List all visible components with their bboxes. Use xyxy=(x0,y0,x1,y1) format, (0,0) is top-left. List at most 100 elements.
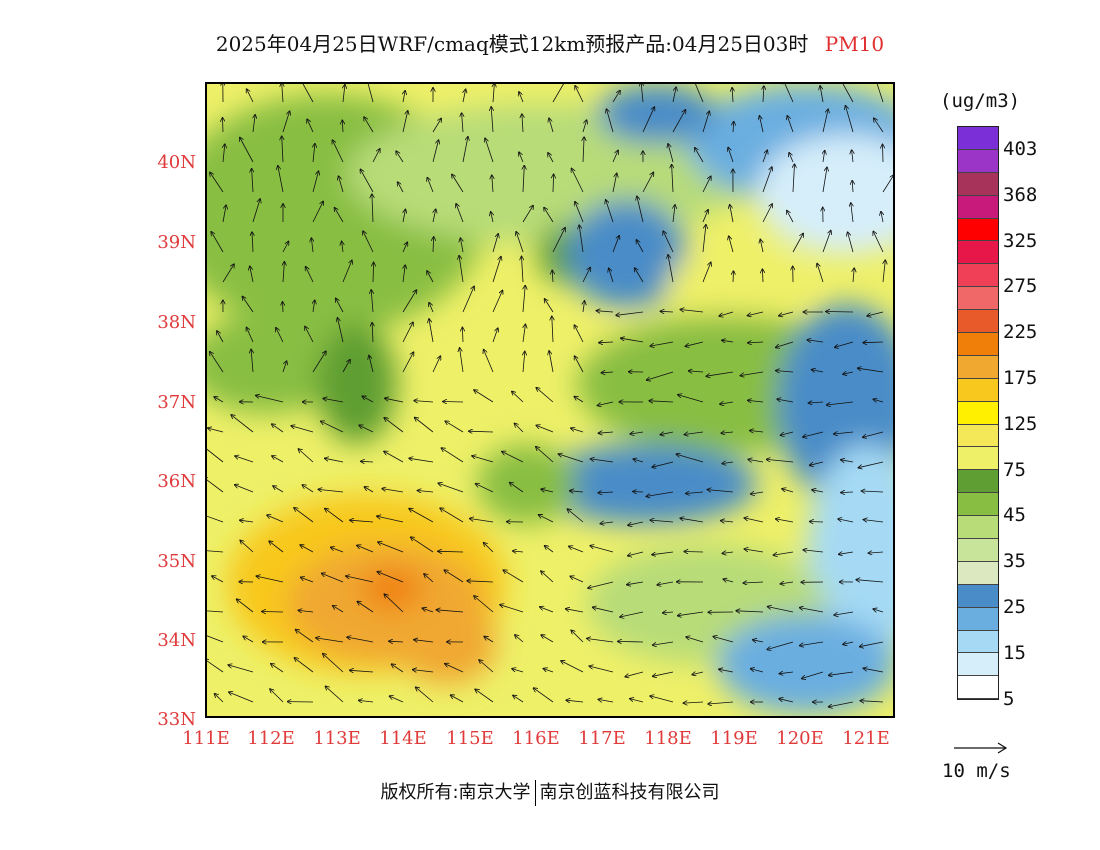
wind-vector xyxy=(686,637,704,643)
wind-vector xyxy=(612,150,618,163)
wind-vector xyxy=(633,459,644,462)
lon-label-112: 112E xyxy=(247,728,295,749)
wind-vector xyxy=(598,699,614,702)
wind-vector xyxy=(834,611,854,615)
wind-vector xyxy=(783,84,794,103)
wind-vector xyxy=(695,148,704,163)
lat-label-34: 34N xyxy=(157,630,196,651)
wind-vector xyxy=(575,86,584,103)
wind-vector xyxy=(207,448,224,463)
wind-vector xyxy=(217,331,224,343)
wind-vector xyxy=(223,118,224,133)
wind-vector xyxy=(864,520,884,522)
wind-vector xyxy=(621,338,644,343)
wind-vector xyxy=(733,271,734,283)
wind-vector xyxy=(652,551,674,555)
wind-vector xyxy=(672,87,676,103)
wind-vector xyxy=(313,300,315,313)
wind-vector xyxy=(402,352,414,373)
wind-vector xyxy=(402,111,408,133)
wind-vector xyxy=(433,209,436,223)
wind-vector xyxy=(256,396,284,403)
wind-vector xyxy=(810,522,824,523)
wind-vector xyxy=(273,486,284,493)
wind-vector xyxy=(628,521,644,525)
wind-vector xyxy=(282,136,283,163)
wind-vector xyxy=(333,606,344,613)
wind-vector xyxy=(445,421,464,433)
wind-vector xyxy=(601,372,614,373)
legend-swatch xyxy=(958,607,998,631)
wind-vector xyxy=(373,263,374,283)
wind-vector xyxy=(322,573,344,583)
wind-vector xyxy=(598,492,614,493)
wind-vector xyxy=(607,109,614,133)
wind-vector xyxy=(342,242,343,253)
wind-vector xyxy=(372,149,380,163)
wind-vector xyxy=(305,327,314,343)
wind-vector xyxy=(363,231,374,253)
legend-tick-label: 25 xyxy=(1003,595,1026,618)
wind-vector xyxy=(843,372,854,374)
wind-vector xyxy=(863,431,884,437)
wind-vector xyxy=(707,490,734,493)
lon-label-113: 113E xyxy=(313,728,361,749)
wind-vector xyxy=(779,699,794,703)
wind-vector xyxy=(372,323,373,343)
wind-vector xyxy=(472,456,494,463)
wind-vector xyxy=(663,612,674,613)
wind-vector xyxy=(596,311,614,312)
legend-swatch xyxy=(958,310,998,334)
wind-vector xyxy=(858,461,884,468)
legend-unit: (ug/m3) xyxy=(940,90,1021,112)
legend-swatch xyxy=(958,516,998,540)
wind-vector xyxy=(502,452,524,463)
wind-vector xyxy=(414,640,434,642)
wind-vector xyxy=(207,550,224,553)
lon-label-111: 111E xyxy=(182,728,230,749)
lon-label-117: 117E xyxy=(578,728,626,749)
wind-vector xyxy=(760,239,763,253)
legend-swatch xyxy=(958,287,998,311)
wind-vector xyxy=(427,178,434,193)
wind-vector xyxy=(873,609,884,612)
wind-vector xyxy=(653,671,674,676)
wind-vector xyxy=(776,371,794,372)
wind-vector xyxy=(787,211,794,223)
wind-vector xyxy=(415,418,434,433)
wind-vector xyxy=(382,489,404,493)
wind-vector xyxy=(403,91,405,103)
wind-vector xyxy=(223,144,225,163)
wind-vector xyxy=(702,225,706,253)
wind-vector xyxy=(222,264,234,283)
wind-vector xyxy=(384,451,404,463)
wind-vector xyxy=(515,635,524,643)
legend-swatch xyxy=(958,355,998,379)
wind-vector xyxy=(650,520,674,522)
wind-vector xyxy=(606,200,614,223)
wind-vector xyxy=(460,348,464,373)
wind-vector xyxy=(853,268,854,283)
wind-vector xyxy=(433,237,434,253)
wind-vector xyxy=(810,461,824,465)
wind-vector xyxy=(325,458,344,463)
wind-vector xyxy=(781,431,794,435)
wind-vector xyxy=(474,390,494,403)
wind-vector xyxy=(276,328,284,343)
wind-vector xyxy=(207,659,224,673)
wind-vector xyxy=(409,458,434,463)
wind-vector xyxy=(593,607,614,613)
wind-vector xyxy=(359,700,374,702)
legend-swatch xyxy=(958,561,998,585)
wind-vector xyxy=(574,397,584,403)
wind-vector xyxy=(680,310,704,313)
wind-vector xyxy=(519,92,524,103)
wind-vector xyxy=(332,140,344,163)
wind-vector xyxy=(512,391,524,403)
wind-vector xyxy=(278,166,284,193)
wind-vector xyxy=(672,110,686,133)
wind-vector xyxy=(852,181,853,193)
wind-vector xyxy=(762,150,767,163)
wind-vector xyxy=(338,318,344,343)
legend-swatch xyxy=(958,539,998,562)
